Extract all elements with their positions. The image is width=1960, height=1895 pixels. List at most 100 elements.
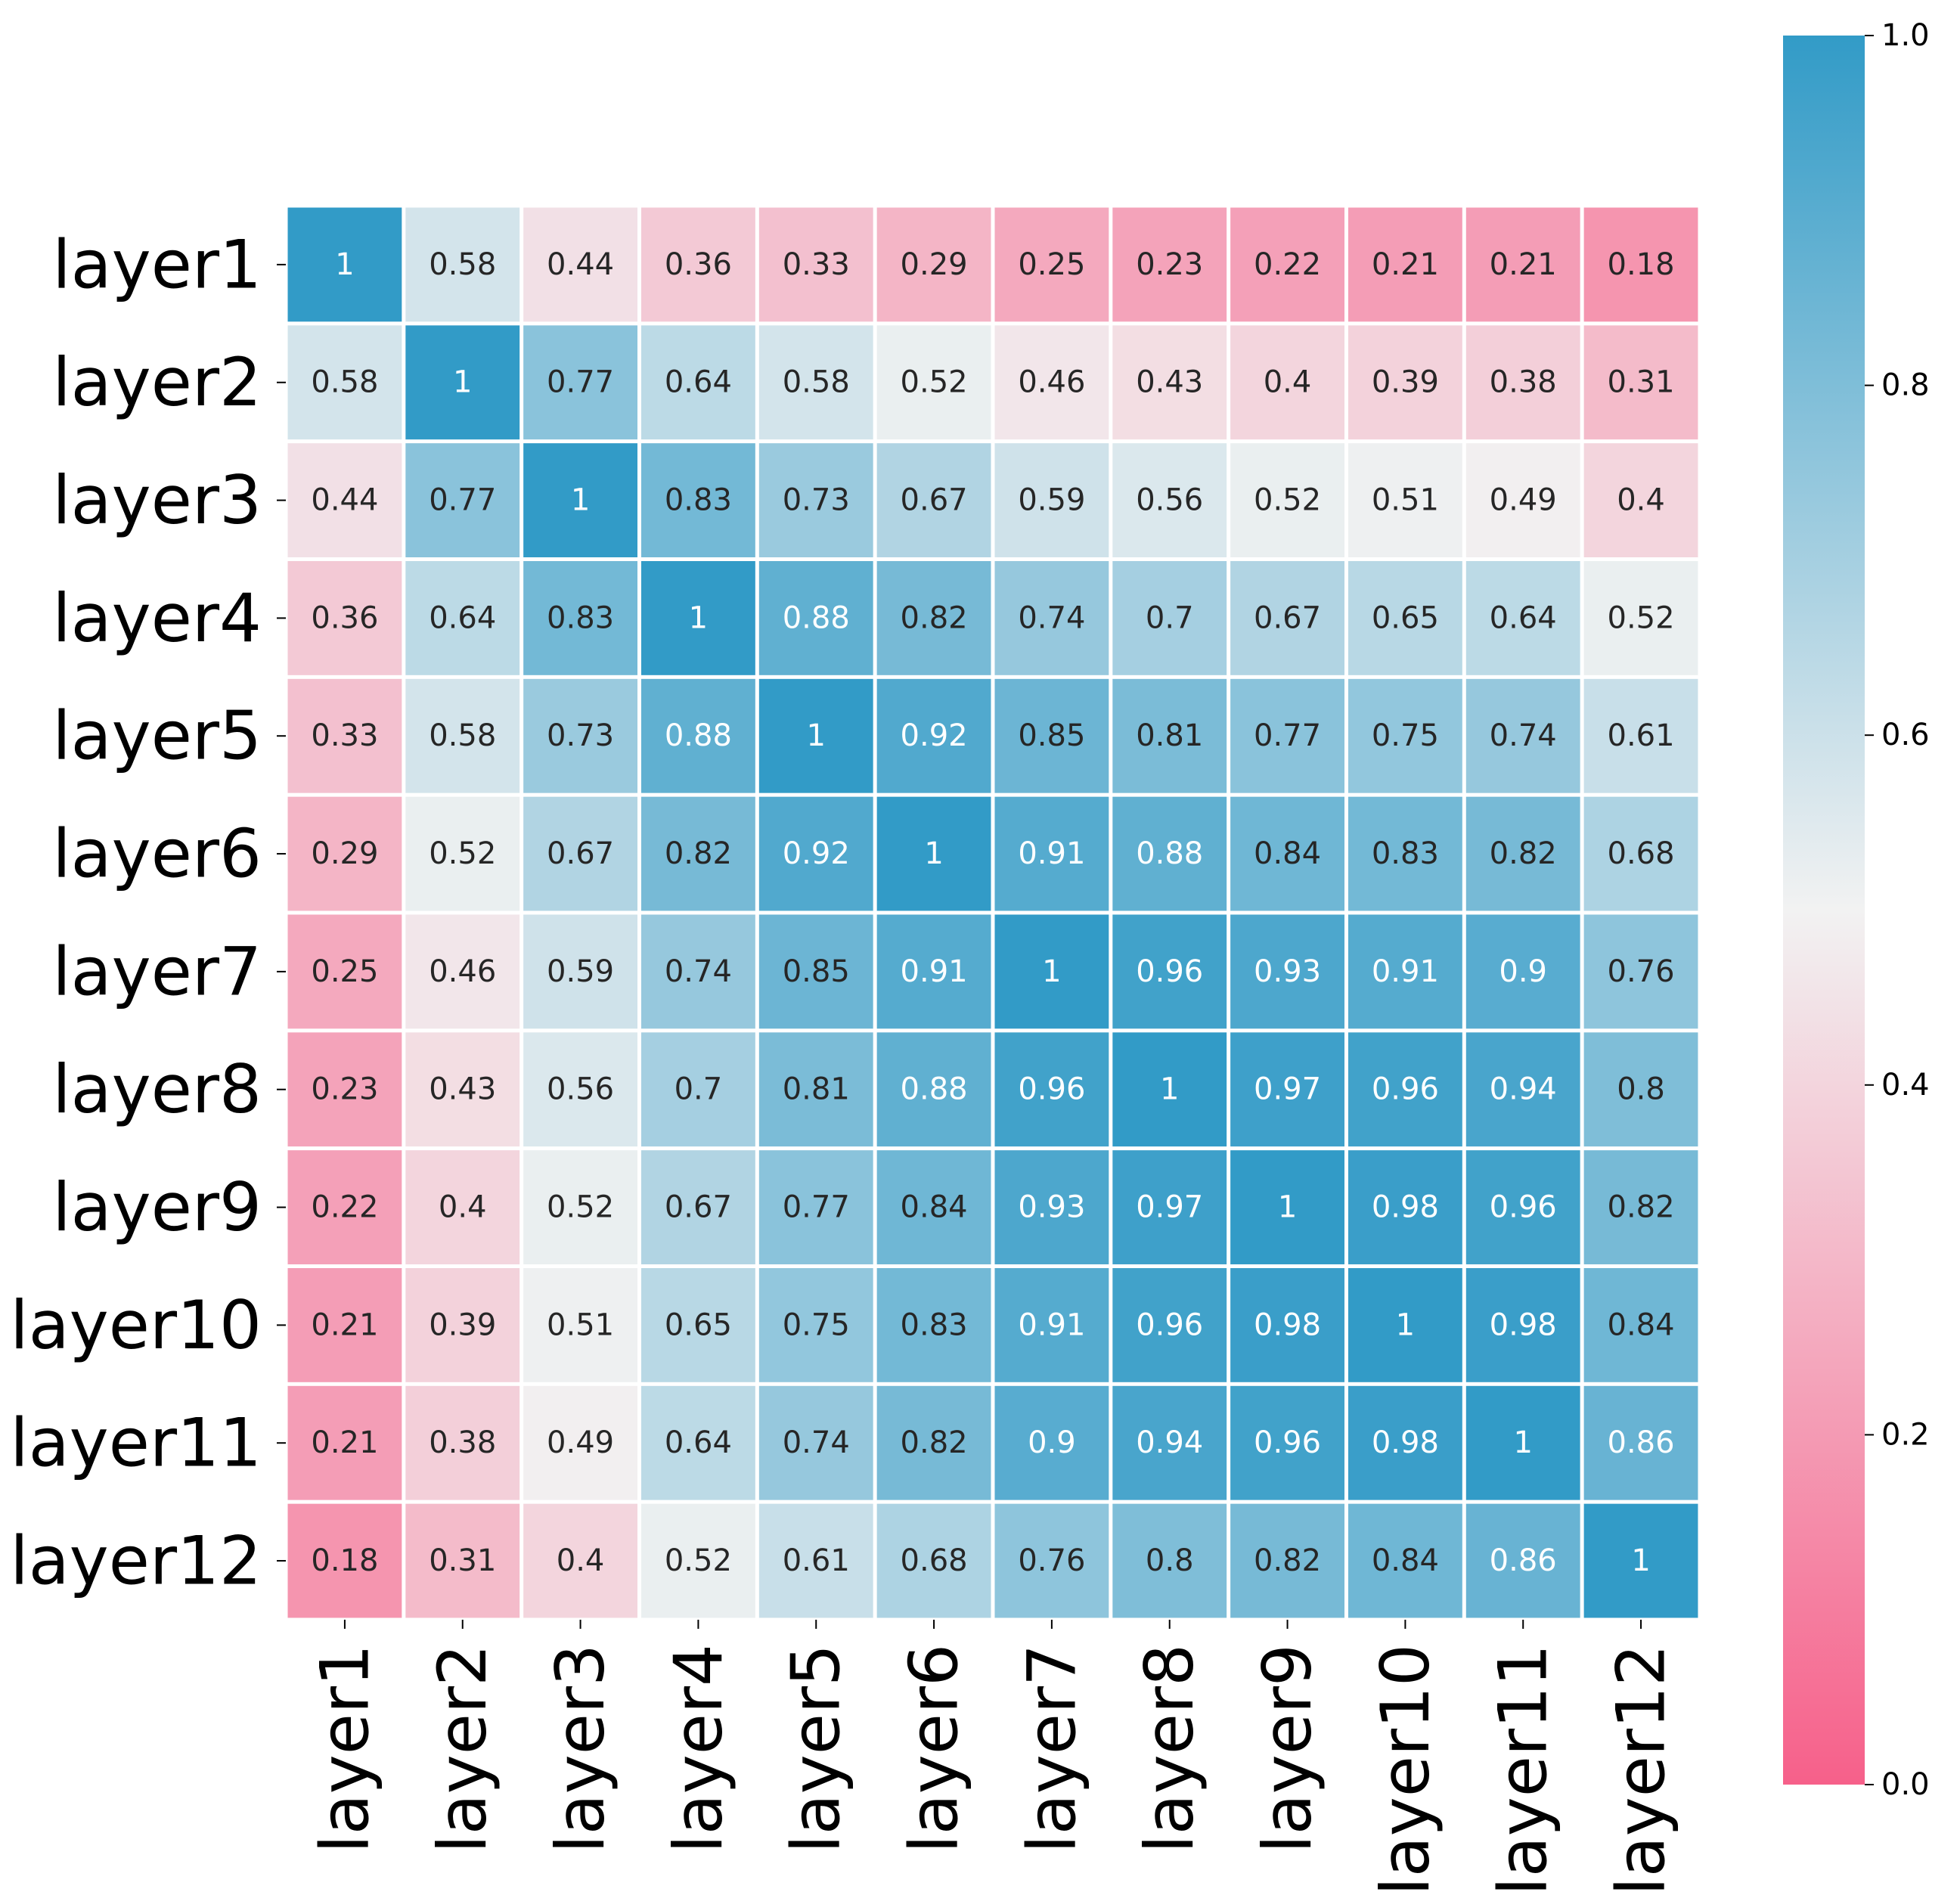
- cell-value-r7-c3: 0.59: [547, 954, 614, 989]
- heatmap-cell-r2-c11: [1465, 325, 1580, 440]
- heatmap-cell-r8-c4: [640, 1032, 755, 1147]
- cell-value-r7-c2: 0.46: [429, 954, 496, 989]
- cell-value-r7-c7: 1: [1042, 954, 1061, 989]
- heatmap-cell-r8-c5: [758, 1032, 873, 1147]
- heatmap-cell-r9-c7: [994, 1150, 1109, 1264]
- cell-value-r10-c3: 0.51: [547, 1307, 614, 1342]
- heatmap-cell-r1-c9: [1230, 207, 1344, 322]
- cell-value-r3-c10: 0.51: [1372, 483, 1439, 518]
- row-label-layer6: layer6: [52, 815, 262, 893]
- cell-value-r9-c9: 1: [1278, 1190, 1297, 1225]
- heatmap-cell-r5-c7: [994, 678, 1109, 793]
- cell-value-r2-c9: 0.4: [1264, 365, 1312, 400]
- heatmap-cell-r1-c12: [1583, 207, 1698, 322]
- cell-value-r5-c5: 1: [807, 718, 826, 753]
- cell-value-r10-c10: 1: [1396, 1307, 1415, 1342]
- cell-value-r9-c8: 0.97: [1136, 1190, 1203, 1225]
- heatmap-cell-r12-c9: [1230, 1503, 1344, 1618]
- cell-value-r11-c3: 0.49: [547, 1425, 614, 1460]
- heatmap-cell-r4-c9: [1230, 560, 1344, 675]
- cell-value-r9-c4: 0.67: [665, 1190, 732, 1225]
- heatmap-cell-r12-c7: [994, 1503, 1109, 1618]
- cell-value-r7-c10: 0.91: [1372, 954, 1439, 989]
- cell-value-r8-c12: 0.8: [1617, 1072, 1665, 1107]
- cell-value-r5-c3: 0.73: [547, 718, 614, 753]
- cell-value-r6-c8: 0.88: [1136, 836, 1203, 871]
- cell-value-r9-c11: 0.96: [1490, 1190, 1557, 1225]
- row-label-layer2: layer2: [52, 343, 262, 421]
- cell-value-r12-c1: 0.18: [311, 1543, 378, 1578]
- cell-value-r4-c11: 0.64: [1490, 600, 1557, 635]
- heatmap-cell-r8-c6: [876, 1032, 991, 1147]
- row-label-layer9: layer9: [52, 1168, 262, 1246]
- cell-value-r2-c5: 0.58: [783, 365, 850, 400]
- cell-value-r9-c3: 0.52: [547, 1190, 614, 1225]
- cell-value-r9-c10: 0.98: [1372, 1190, 1439, 1225]
- cell-value-r10-c7: 0.91: [1018, 1307, 1085, 1342]
- heatmap-cell-r7-c4: [640, 914, 755, 1029]
- cell-value-r4-c5: 0.88: [783, 600, 850, 635]
- heatmap-cells: [287, 207, 1698, 1618]
- heatmap-cell-r3-c8: [1112, 443, 1227, 557]
- cell-value-r4-c1: 0.36: [311, 600, 378, 635]
- heatmap-cell-r9-c10: [1348, 1150, 1462, 1264]
- cell-value-r5-c9: 0.77: [1254, 718, 1321, 753]
- column-label-layer2: layer2: [423, 1644, 501, 1853]
- heatmap-cell-r12-c10: [1348, 1503, 1462, 1618]
- cell-value-r10-c12: 0.84: [1608, 1307, 1675, 1342]
- heatmap-cell-r3-c9: [1230, 443, 1344, 557]
- cell-value-r1-c1: 1: [335, 247, 354, 282]
- cell-value-r8-c9: 0.97: [1254, 1072, 1321, 1107]
- heatmap-cell-r1-c3: [523, 207, 637, 322]
- cell-value-r11-c2: 0.38: [429, 1425, 496, 1460]
- row-label-layer8: layer8: [52, 1050, 262, 1128]
- heatmap-cell-r7-c6: [876, 914, 991, 1029]
- cell-value-r9-c12: 0.82: [1608, 1190, 1675, 1225]
- cell-value-r5-c10: 0.75: [1372, 718, 1439, 753]
- heatmap-cell-r8-c2: [405, 1032, 520, 1147]
- cell-value-r11-c9: 0.96: [1254, 1425, 1321, 1460]
- heatmap-cell-r9-c4: [640, 1150, 755, 1264]
- cell-value-r5-c8: 0.81: [1136, 718, 1203, 753]
- heatmap-cell-r11-c2: [405, 1385, 520, 1500]
- heatmap-cell-r8-c7: [994, 1032, 1109, 1147]
- heatmap-cell-r12-c4: [640, 1503, 755, 1618]
- heatmap-cell-r3-c10: [1348, 443, 1462, 557]
- heatmap-cell-r4-c5: [758, 560, 873, 675]
- heatmap-cell-r1-c10: [1348, 207, 1462, 322]
- cell-value-r11-c1: 0.21: [311, 1425, 378, 1460]
- cell-value-r7-c6: 0.91: [901, 954, 968, 989]
- heatmap-cell-r3-c12: [1583, 443, 1698, 557]
- heatmap-cell-r10-c11: [1465, 1267, 1580, 1382]
- heatmap-cell-r6-c8: [1112, 796, 1227, 911]
- heatmap-cell-r9-c11: [1465, 1150, 1580, 1264]
- heatmap-cell-r2-c9: [1230, 325, 1344, 440]
- cell-value-r3-c2: 0.77: [429, 483, 496, 518]
- heatmap-cell-r5-c6: [876, 678, 991, 793]
- colorbar-gradient: [1783, 36, 1865, 1785]
- cell-value-r12-c9: 0.82: [1254, 1543, 1321, 1578]
- cell-value-r4-c2: 0.64: [429, 600, 496, 635]
- heatmap-cell-r2-c8: [1112, 325, 1227, 440]
- cell-value-r12-c11: 0.86: [1490, 1543, 1557, 1578]
- heatmap-cell-r7-c1: [287, 914, 402, 1029]
- cell-value-r2-c12: 0.31: [1608, 365, 1675, 400]
- heatmap-cell-r12-c12: [1583, 1503, 1698, 1618]
- cell-value-r1-c8: 0.23: [1136, 247, 1203, 282]
- column-label-layer8: layer8: [1130, 1644, 1208, 1853]
- heatmap-cell-r7-c10: [1348, 914, 1462, 1029]
- cell-value-r3-c6: 0.67: [901, 483, 968, 518]
- cell-value-r10-c1: 0.21: [311, 1307, 378, 1342]
- cell-value-r2-c7: 0.46: [1018, 365, 1085, 400]
- heatmap-cell-r10-c12: [1583, 1267, 1698, 1382]
- heatmap-cell-r2-c5: [758, 325, 873, 440]
- row-label-layer5: layer5: [52, 697, 262, 775]
- row-label-layer1: layer1: [52, 225, 262, 303]
- cell-value-r9-c6: 0.84: [901, 1190, 968, 1225]
- heatmap-cell-r1-c7: [994, 207, 1109, 322]
- heatmap-cell-r8-c8: [1112, 1032, 1227, 1147]
- row-label-layer10: layer10: [10, 1286, 262, 1364]
- heatmap-cell-r11-c3: [523, 1385, 637, 1500]
- heatmap-cell-r7-c5: [758, 914, 873, 1029]
- heatmap-cell-r5-c5: [758, 678, 873, 793]
